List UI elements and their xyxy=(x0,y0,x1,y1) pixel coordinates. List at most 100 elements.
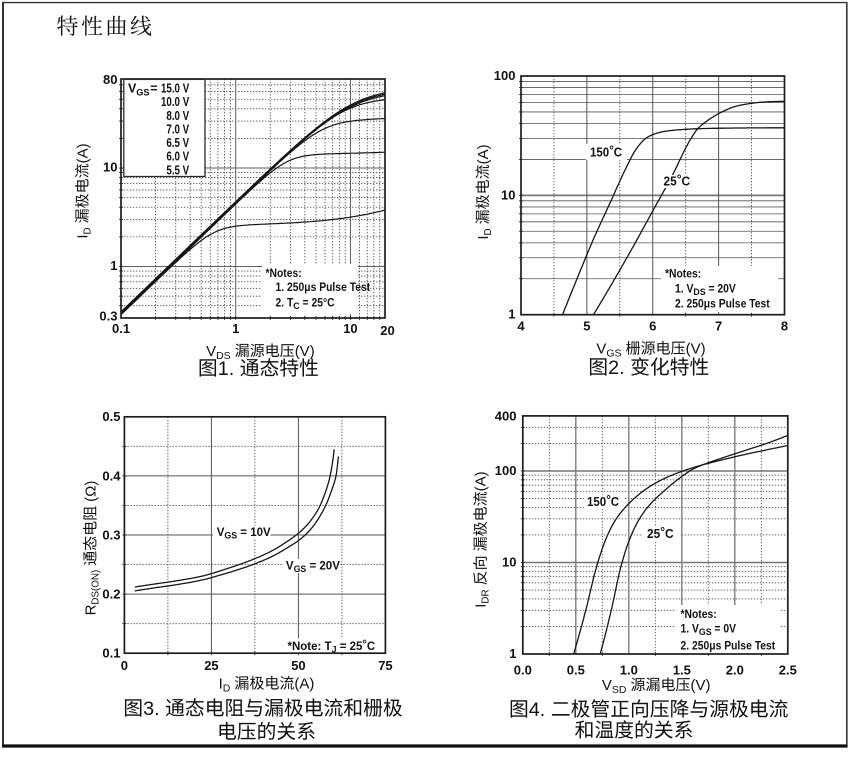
svg-text:(A): (A) xyxy=(473,471,490,491)
svg-text:= 0V: = 0V xyxy=(712,624,737,636)
svg-text:25: 25 xyxy=(664,175,677,189)
svg-text:0: 0 xyxy=(121,658,128,673)
svg-text:C: C xyxy=(614,146,622,160)
svg-text:1: 1 xyxy=(232,321,239,336)
svg-text:0.3: 0.3 xyxy=(102,527,120,542)
svg-text:150: 150 xyxy=(587,495,606,509)
svg-text:C: C xyxy=(367,641,375,653)
svg-text:15.0 V: 15.0 V xyxy=(161,82,190,96)
svg-text:2.0: 2.0 xyxy=(726,663,744,678)
svg-text:0.5: 0.5 xyxy=(102,409,120,424)
svg-text:= 20V: = 20V xyxy=(306,561,340,573)
svg-text:C: C xyxy=(665,527,674,541)
svg-text:2.5: 2.5 xyxy=(779,663,797,678)
svg-text:°: ° xyxy=(606,493,611,507)
svg-text:50: 50 xyxy=(291,658,305,673)
svg-text:*Notes:: *Notes: xyxy=(681,609,717,621)
svg-text:DS(ON): DS(ON) xyxy=(90,570,101,605)
svg-text:SD: SD xyxy=(612,684,627,696)
svg-text:8.0 V: 8.0 V xyxy=(166,109,189,123)
svg-text:V: V xyxy=(596,341,606,358)
svg-text:0.0: 0.0 xyxy=(514,663,532,678)
svg-text:2. 250: 2. 250 xyxy=(681,641,710,653)
svg-text:GS: GS xyxy=(699,627,712,637)
svg-text:DR: DR xyxy=(481,589,492,603)
svg-text:1.0: 1.0 xyxy=(620,663,638,678)
svg-text:10: 10 xyxy=(103,160,117,175)
svg-text:*Notes:: *Notes: xyxy=(665,269,701,281)
svg-text:100: 100 xyxy=(494,68,516,83)
svg-text:I: I xyxy=(473,604,490,608)
svg-text:20: 20 xyxy=(380,323,394,338)
svg-text:400: 400 xyxy=(495,408,517,423)
svg-text:0.1: 0.1 xyxy=(102,646,120,661)
svg-text:s Pulse Test: s Pulse Test xyxy=(710,299,770,311)
svg-text:4.: 4. xyxy=(529,699,551,721)
svg-text:C: C xyxy=(293,301,300,311)
svg-text:150: 150 xyxy=(590,146,609,160)
svg-text:2. T: 2. T xyxy=(276,298,294,310)
svg-text:80: 80 xyxy=(103,72,117,87)
svg-text:4: 4 xyxy=(517,319,525,334)
svg-text:0.5: 0.5 xyxy=(567,663,585,678)
svg-text:*Notes:: *Notes: xyxy=(266,268,302,280)
svg-text:1: 1 xyxy=(509,646,516,661)
svg-text:DS: DS xyxy=(216,350,231,362)
svg-text:0.3: 0.3 xyxy=(99,309,117,324)
svg-text:GS: GS xyxy=(224,531,237,541)
svg-text:10: 10 xyxy=(501,187,515,202)
svg-text:25: 25 xyxy=(204,658,218,673)
svg-text:(Ω): (Ω) xyxy=(83,481,100,502)
svg-text:= 20V: = 20V xyxy=(706,284,736,296)
svg-text:=: = xyxy=(150,82,157,96)
svg-text:J: J xyxy=(332,645,337,655)
svg-text:°: ° xyxy=(660,525,665,539)
svg-text:V: V xyxy=(286,561,294,573)
svg-text:3.: 3. xyxy=(143,698,165,720)
svg-text:2.: 2. xyxy=(608,357,630,379)
svg-text:0.2: 0.2 xyxy=(102,587,120,602)
svg-text:= 10V: = 10V xyxy=(237,527,271,539)
svg-text:R: R xyxy=(83,604,100,615)
svg-text:D: D xyxy=(82,227,93,234)
svg-text:(A): (A) xyxy=(75,143,92,163)
svg-text:μ: μ xyxy=(709,641,715,653)
svg-text:I: I xyxy=(219,676,223,693)
svg-text:6: 6 xyxy=(649,319,656,334)
svg-text:V: V xyxy=(602,677,612,694)
svg-text:°: ° xyxy=(362,639,367,651)
svg-text:s Pulse Test: s Pulse Test xyxy=(716,641,776,653)
svg-text:10: 10 xyxy=(343,321,357,336)
svg-text:1.: 1. xyxy=(218,358,240,380)
svg-text:6.5 V: 6.5 V xyxy=(166,136,189,150)
svg-text:°: ° xyxy=(677,173,682,187)
svg-text:1.5: 1.5 xyxy=(673,663,691,678)
svg-text:6.0 V: 6.0 V xyxy=(166,150,189,164)
svg-text:(V): (V) xyxy=(686,341,706,358)
svg-text:V: V xyxy=(206,343,216,360)
svg-text:I: I xyxy=(75,234,92,238)
svg-text:= 25°C: = 25°C xyxy=(300,298,335,310)
svg-text:7: 7 xyxy=(715,319,722,334)
svg-text:1. V: 1. V xyxy=(681,624,700,636)
svg-text:= 25: = 25 xyxy=(337,641,364,653)
svg-text:D: D xyxy=(223,682,231,694)
svg-text:(A): (A) xyxy=(294,676,314,693)
svg-text:C: C xyxy=(611,495,619,509)
svg-text:C: C xyxy=(682,175,691,189)
svg-text:1. V: 1. V xyxy=(675,284,694,296)
svg-text:2. 250: 2. 250 xyxy=(675,299,704,311)
svg-text:7.0 V: 7.0 V xyxy=(166,123,189,137)
svg-text:GS: GS xyxy=(136,87,149,97)
svg-text:0.4: 0.4 xyxy=(102,468,121,483)
svg-text:1. 250: 1. 250 xyxy=(276,282,305,294)
svg-text:100: 100 xyxy=(495,463,517,478)
svg-text:*Note: T: *Note: T xyxy=(288,641,332,653)
svg-text:(V): (V) xyxy=(295,343,315,360)
svg-text:8: 8 xyxy=(781,319,788,334)
svg-text:V: V xyxy=(128,82,137,96)
svg-text:μ: μ xyxy=(704,299,710,311)
svg-text:μ: μ xyxy=(304,282,310,294)
svg-text:°: ° xyxy=(609,144,614,158)
svg-text:V: V xyxy=(217,527,225,539)
